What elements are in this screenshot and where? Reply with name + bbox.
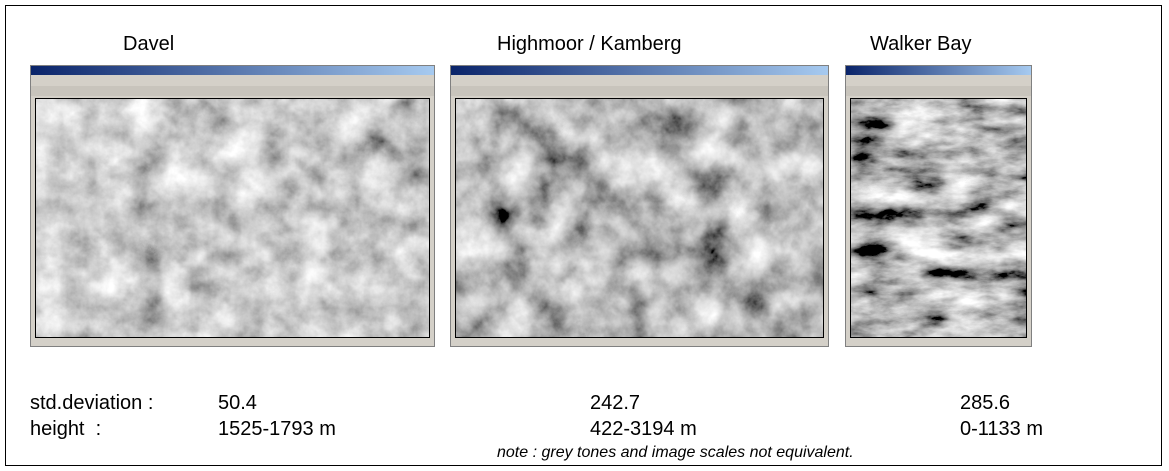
viewer-window	[450, 65, 829, 347]
height-value: 0-1133 m	[960, 418, 1043, 441]
viewer	[451, 66, 828, 346]
std-value: 242.7	[590, 392, 640, 415]
row-label: std.deviation :	[30, 392, 153, 415]
panel-title: Davel	[123, 33, 174, 56]
viewer	[31, 66, 434, 346]
viewer	[846, 66, 1031, 346]
viewer-window	[845, 65, 1032, 347]
row-label: height :	[30, 418, 101, 441]
height-value: 1525-1793 m	[218, 418, 336, 441]
std-value: 50.4	[218, 392, 257, 415]
note: note : grey tones and image scales not e…	[497, 444, 854, 462]
panel-title: Highmoor / Kamberg	[497, 33, 682, 56]
std-value: 285.6	[960, 392, 1010, 415]
height-value: 422-3194 m	[590, 418, 697, 441]
viewer-window	[30, 65, 435, 347]
panel-title: Walker Bay	[870, 33, 972, 56]
